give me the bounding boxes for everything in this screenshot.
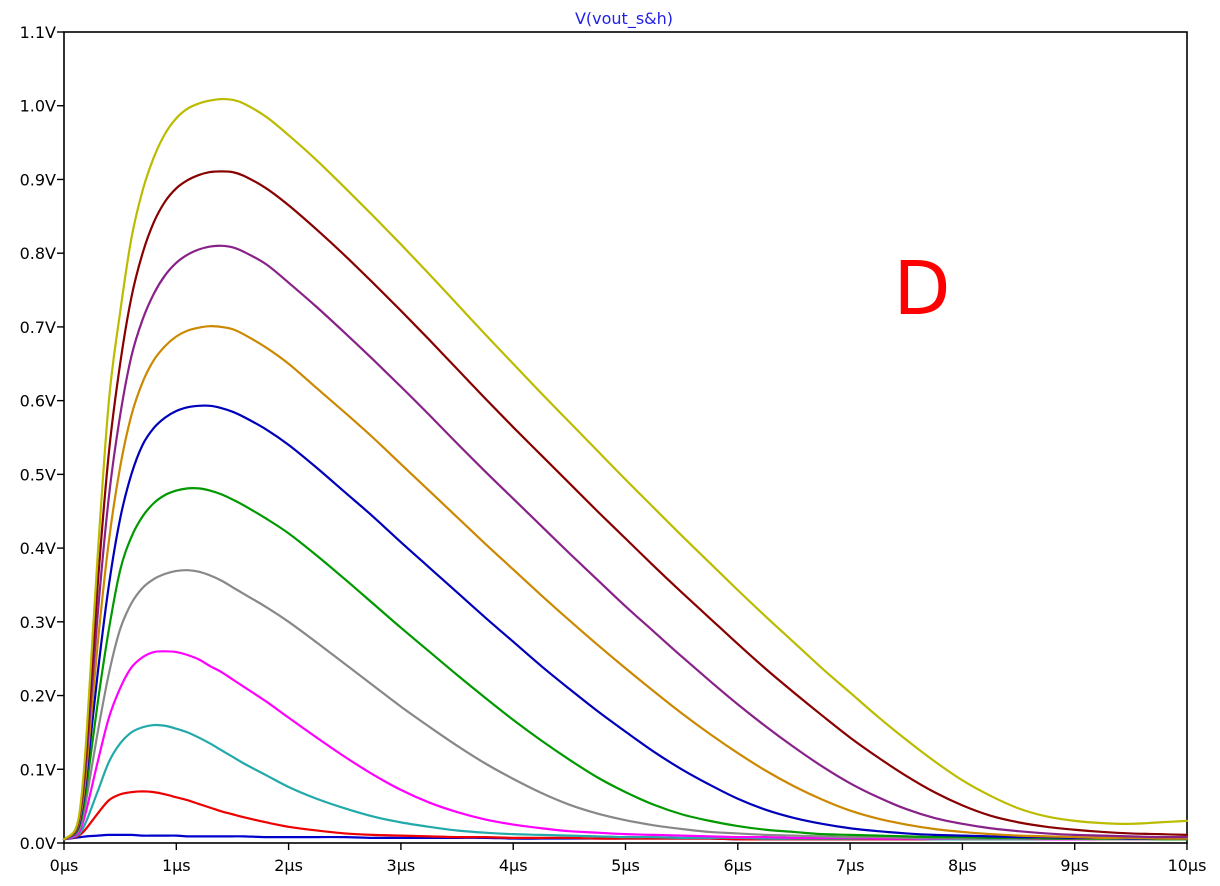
- x-tick-label: 5µs: [611, 856, 640, 875]
- y-tick-label: 0.5V: [20, 465, 56, 484]
- plot-frame: [63, 31, 1188, 844]
- y-tick-label: 0.0V: [20, 834, 56, 853]
- series-line-11: [62, 97, 1189, 841]
- y-tick-label: 0.3V: [20, 613, 56, 632]
- series-line-6: [62, 486, 1189, 841]
- series-line-7: [62, 404, 1189, 841]
- chart-title: V(vout_s&h): [575, 9, 673, 29]
- x-tick-label: 7µs: [836, 856, 865, 875]
- y-tick-label: 0.4V: [20, 539, 56, 558]
- x-tick-label: 4µs: [499, 856, 528, 875]
- axis-layer: 0.0V 0.1V 0.2V 0.3V 0.4V 0.5V 0.6V 0.7V 0.8V 0.9V…: [20, 23, 1207, 875]
- x-tick-label: 8µs: [948, 856, 977, 875]
- x-tick-label: 9µs: [1060, 856, 1089, 875]
- x-tick-label: 0µs: [50, 856, 79, 875]
- series-line-9: [62, 244, 1189, 841]
- series-line-8: [62, 325, 1189, 841]
- x-tick-label: 1µs: [162, 856, 191, 875]
- series-layer: [62, 97, 1189, 841]
- x-tick-label: 6µs: [723, 856, 752, 875]
- y-tick-label: 1.0V: [20, 97, 56, 116]
- y-tick-label: 0.9V: [20, 170, 56, 189]
- annotation-letter: D: [894, 246, 951, 332]
- y-tick-label: 1.1V: [20, 23, 56, 42]
- series-line-5: [62, 569, 1189, 841]
- y-tick-label: 0.7V: [20, 318, 56, 337]
- series-line-4: [62, 650, 1189, 841]
- x-tick-label: 2µs: [274, 856, 303, 875]
- y-tick-label: 0.2V: [20, 687, 56, 706]
- y-tick-label: 0.6V: [20, 392, 56, 411]
- x-tick-label: 10µs: [1168, 856, 1207, 875]
- x-tick-label: 3µs: [387, 856, 416, 875]
- y-tick-label: 0.8V: [20, 244, 56, 263]
- series-line-10: [62, 170, 1189, 841]
- y-tick-label: 0.1V: [20, 760, 56, 779]
